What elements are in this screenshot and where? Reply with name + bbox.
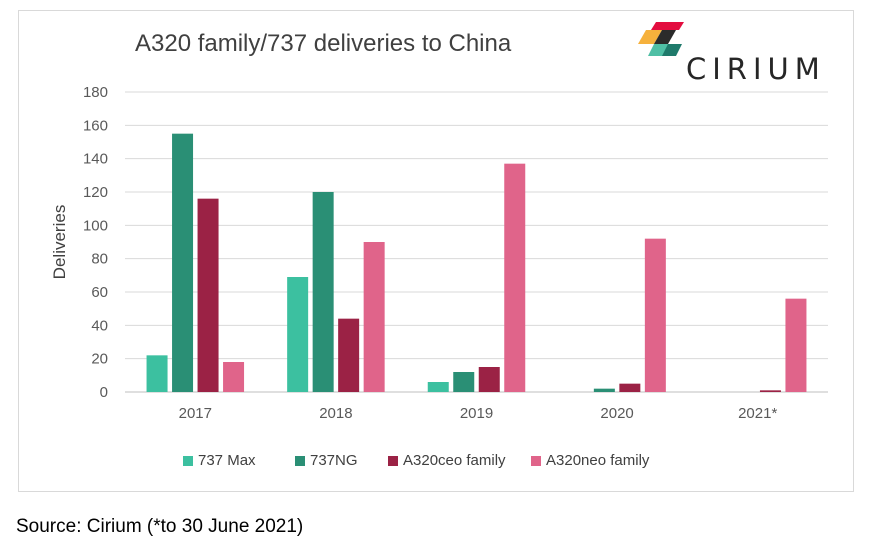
legend-label: 737 Max [198, 452, 256, 469]
legend-swatch [295, 455, 305, 466]
bar [338, 318, 360, 392]
bar [478, 367, 500, 392]
x-tick-label: 2019 [460, 405, 493, 422]
legend-item: 737NG [295, 452, 358, 469]
bar [172, 133, 194, 392]
chart-frame [18, 10, 854, 492]
bar [644, 238, 666, 392]
logo-text: CIRIUM [686, 52, 826, 86]
y-tick-label: 180 [83, 84, 108, 101]
bar [619, 383, 641, 392]
bar [593, 388, 615, 392]
legend-item: A320ceo family [388, 452, 506, 469]
bar [785, 298, 807, 392]
legend-label: 737NG [310, 452, 358, 469]
legend-swatch [388, 455, 398, 466]
y-tick-label: 100 [83, 217, 108, 234]
bar [146, 355, 168, 392]
bar-chart: 0 20 40 60 80 100 120 140 160 180 Deliveries 2017 20… [50, 84, 828, 422]
y-tick-label: 60 [91, 284, 108, 301]
legend-label: A320ceo family [403, 452, 506, 469]
logo-mark-red [651, 22, 684, 30]
source-note: Source: Cirium (*to 30 June 2021) [16, 516, 304, 537]
y-tick-label: 120 [83, 184, 108, 201]
legend-label: A320neo family [546, 452, 650, 469]
x-tick-label: 2018 [319, 405, 352, 422]
legend-swatch [531, 455, 541, 466]
bar [197, 198, 219, 392]
x-tick-label: 2017 [179, 405, 212, 422]
bar [759, 390, 781, 392]
y-tick-label: 160 [83, 117, 108, 134]
bar [287, 277, 309, 392]
x-tick-label: 2020 [600, 405, 633, 422]
x-tick-label: 2021* [738, 405, 777, 422]
y-tick-label: 20 [91, 351, 108, 368]
bar [223, 362, 245, 392]
y-axis-label: Deliveries [50, 205, 69, 280]
y-tick-label: 140 [83, 151, 108, 168]
cirium-logo [638, 22, 684, 56]
bar [453, 372, 475, 392]
logo-mark-green [662, 44, 682, 56]
chart-title: A320 family/737 deliveries to China [135, 30, 512, 57]
bar [312, 192, 334, 392]
legend-swatch [183, 455, 193, 466]
chart-legend: 737 Max 737NG A320ceo family A320neo family [0, 452, 874, 472]
y-tick-label: 80 [91, 251, 108, 268]
logo-mark-dark [654, 30, 676, 44]
legend-item: 737 Max [183, 452, 256, 469]
legend-item: A320neo family [531, 452, 649, 469]
bar [363, 242, 385, 392]
y-tick-label: 40 [91, 317, 108, 334]
bar [427, 382, 449, 392]
y-tick-label: 0 [100, 384, 108, 401]
bar [504, 163, 526, 392]
